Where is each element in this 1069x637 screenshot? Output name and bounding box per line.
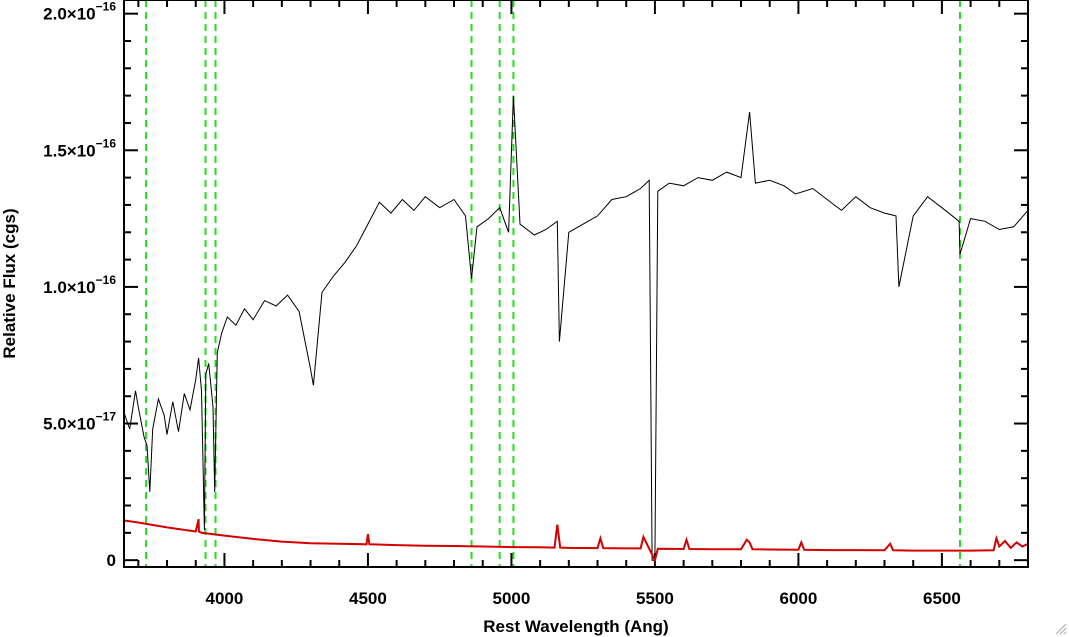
y-tick-label: 0 (107, 551, 116, 570)
y-tick-label: 1.0×10−16 (43, 273, 116, 297)
tick-marks (124, 0, 1029, 567)
y-axis-label: Relative Flux (cgs) (0, 208, 19, 358)
x-tick-label: 4000 (206, 589, 244, 608)
emission-line-markers (145, 0, 961, 567)
x-tick-label: 5000 (493, 589, 531, 608)
plot-frame (123, 0, 1029, 568)
x-tick-label: 4500 (349, 589, 387, 608)
resize-grip-icon[interactable] (1053, 621, 1067, 635)
x-tick-label: 6500 (923, 589, 961, 608)
x-tick-label: 6000 (779, 589, 817, 608)
y-tick-label: 2.0×10−16 (43, 0, 116, 24)
y-tick-label: 1.5×10−16 (43, 136, 116, 160)
x-axis-label: Rest Wavelength (Ang) (483, 617, 668, 636)
spectrum-line (123, 95, 1029, 561)
tick-labels: 4000 4500 5000 5500 6000 6500 0 5.0×10−17 1.0×10… (43, 0, 961, 608)
x-tick-label: 5500 (636, 589, 674, 608)
series-lines (123, 95, 1029, 564)
error-line (123, 518, 1029, 564)
y-tick-label: 5.0×10−17 (43, 410, 116, 434)
